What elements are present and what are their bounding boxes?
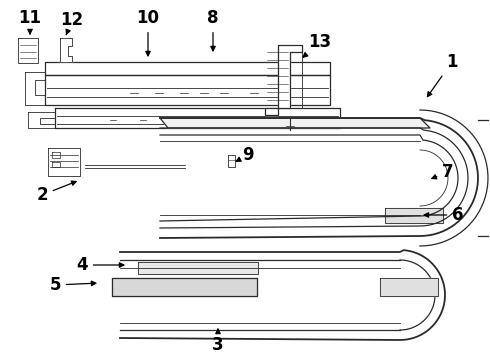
Polygon shape: [112, 278, 257, 296]
Text: 11: 11: [19, 9, 42, 34]
Polygon shape: [60, 38, 72, 62]
Text: 10: 10: [137, 9, 160, 56]
Polygon shape: [28, 112, 55, 128]
Text: 6: 6: [424, 206, 464, 224]
Text: 7: 7: [432, 163, 454, 181]
Text: 4: 4: [76, 256, 124, 274]
Text: 12: 12: [60, 11, 84, 35]
Polygon shape: [228, 155, 235, 167]
Polygon shape: [380, 278, 438, 296]
Text: 1: 1: [427, 53, 458, 96]
Text: 3: 3: [212, 329, 224, 354]
Polygon shape: [385, 208, 443, 223]
Text: 8: 8: [207, 9, 219, 51]
Polygon shape: [25, 72, 45, 105]
Polygon shape: [45, 62, 330, 75]
Polygon shape: [45, 75, 330, 105]
Text: 2: 2: [36, 181, 76, 204]
Polygon shape: [160, 118, 430, 128]
Polygon shape: [55, 108, 340, 128]
Polygon shape: [265, 45, 302, 115]
Polygon shape: [18, 38, 38, 63]
Polygon shape: [48, 148, 80, 176]
Text: 13: 13: [303, 33, 332, 57]
Text: 9: 9: [236, 146, 254, 164]
Text: 5: 5: [49, 276, 96, 294]
Polygon shape: [138, 262, 258, 274]
